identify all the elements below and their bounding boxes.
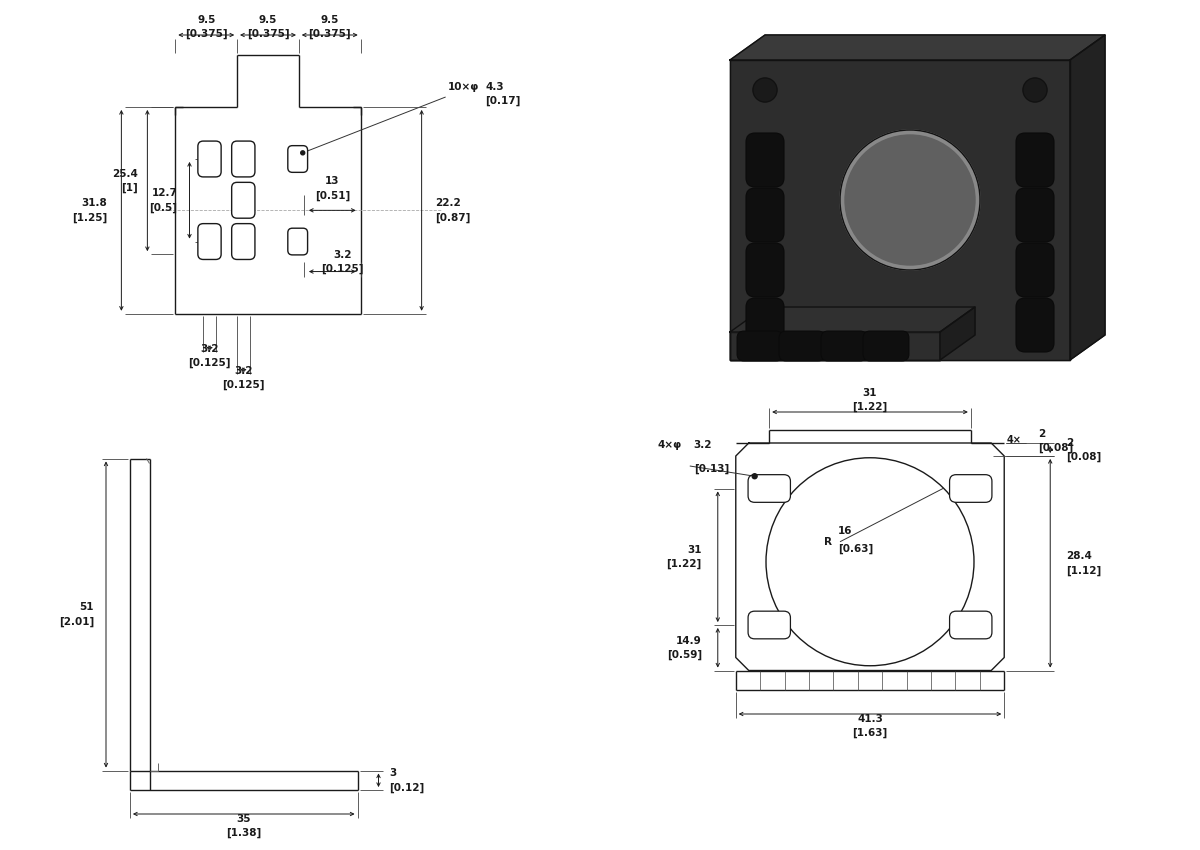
Polygon shape <box>730 307 974 332</box>
Text: 2: 2 <box>1038 429 1045 439</box>
FancyBboxPatch shape <box>198 141 221 177</box>
Text: 41.3: 41.3 <box>857 714 883 724</box>
FancyBboxPatch shape <box>198 224 221 259</box>
Text: 3.2: 3.2 <box>694 440 713 450</box>
Text: [2.01]: [2.01] <box>59 616 94 626</box>
FancyBboxPatch shape <box>1016 243 1054 297</box>
Text: [0.12]: [0.12] <box>390 782 425 792</box>
FancyBboxPatch shape <box>288 228 307 255</box>
Text: [1.22]: [1.22] <box>666 558 702 569</box>
Text: [0.08]: [0.08] <box>1038 443 1074 453</box>
Text: 16: 16 <box>838 526 852 536</box>
Circle shape <box>301 150 305 155</box>
Circle shape <box>752 473 757 479</box>
Text: 4×φ: 4×φ <box>658 440 682 450</box>
FancyBboxPatch shape <box>746 133 784 187</box>
Text: 31: 31 <box>863 388 877 398</box>
Text: [0.125]: [0.125] <box>222 380 264 390</box>
Text: 3.2: 3.2 <box>334 250 352 259</box>
Text: 51: 51 <box>79 603 94 613</box>
FancyBboxPatch shape <box>748 611 791 639</box>
FancyBboxPatch shape <box>288 145 307 173</box>
Circle shape <box>1022 78 1046 102</box>
Circle shape <box>754 78 778 102</box>
Text: 35: 35 <box>236 814 251 824</box>
Text: [1.12]: [1.12] <box>1067 565 1102 575</box>
Text: 4.3: 4.3 <box>486 82 504 92</box>
Text: 9.5: 9.5 <box>259 15 277 25</box>
FancyBboxPatch shape <box>1016 133 1054 187</box>
Text: [0.375]: [0.375] <box>247 29 289 39</box>
Text: [0.125]: [0.125] <box>188 358 230 368</box>
Text: 22.2: 22.2 <box>436 198 461 208</box>
FancyBboxPatch shape <box>779 331 826 361</box>
Circle shape <box>840 130 980 270</box>
Text: [0.375]: [0.375] <box>308 29 352 39</box>
Text: R: R <box>824 536 832 547</box>
Text: 14.9: 14.9 <box>676 636 702 646</box>
Text: [1.22]: [1.22] <box>852 402 888 412</box>
Text: [1]: [1] <box>121 183 138 193</box>
Text: [0.125]: [0.125] <box>322 264 364 274</box>
Text: [0.08]: [0.08] <box>1067 451 1102 462</box>
Polygon shape <box>730 35 1105 60</box>
Circle shape <box>845 135 974 265</box>
Text: [0.87]: [0.87] <box>436 212 470 223</box>
Text: 13: 13 <box>325 176 340 186</box>
Text: 12.7: 12.7 <box>151 189 178 198</box>
Polygon shape <box>730 332 940 360</box>
Polygon shape <box>1070 35 1105 360</box>
Text: 4×: 4× <box>1007 435 1021 445</box>
Polygon shape <box>730 60 1070 360</box>
Text: 9.5: 9.5 <box>320 15 338 25</box>
Text: 2: 2 <box>1067 438 1074 447</box>
Text: [1.25]: [1.25] <box>72 212 107 223</box>
FancyBboxPatch shape <box>232 183 254 218</box>
FancyBboxPatch shape <box>232 224 254 259</box>
Text: 3.2: 3.2 <box>200 343 218 354</box>
FancyBboxPatch shape <box>748 474 791 502</box>
FancyBboxPatch shape <box>746 298 784 352</box>
Text: 9.5: 9.5 <box>197 15 216 25</box>
Text: 25.4: 25.4 <box>113 168 138 178</box>
Text: [0.375]: [0.375] <box>185 29 228 39</box>
Text: 31.8: 31.8 <box>82 198 107 208</box>
Text: [0.63]: [0.63] <box>838 544 874 554</box>
FancyBboxPatch shape <box>863 331 910 361</box>
Text: [0.5]: [0.5] <box>150 202 178 212</box>
Text: 3: 3 <box>390 768 397 779</box>
Text: 28.4: 28.4 <box>1067 552 1092 561</box>
FancyBboxPatch shape <box>746 243 784 297</box>
FancyBboxPatch shape <box>1016 188 1054 242</box>
Text: 10×φ: 10×φ <box>448 82 479 92</box>
Text: [1.63]: [1.63] <box>852 728 888 739</box>
FancyBboxPatch shape <box>232 141 254 177</box>
Polygon shape <box>730 332 940 360</box>
Text: 31: 31 <box>688 545 702 555</box>
Text: 3.2: 3.2 <box>234 366 252 376</box>
Text: [0.13]: [0.13] <box>694 464 730 474</box>
FancyBboxPatch shape <box>1016 298 1054 352</box>
Text: [0.17]: [0.17] <box>486 96 521 106</box>
FancyBboxPatch shape <box>746 188 784 242</box>
FancyBboxPatch shape <box>737 331 784 361</box>
FancyBboxPatch shape <box>949 474 992 502</box>
FancyBboxPatch shape <box>821 331 866 361</box>
Text: [0.59]: [0.59] <box>667 649 702 660</box>
FancyBboxPatch shape <box>949 611 992 639</box>
Text: [1.38]: [1.38] <box>226 828 262 838</box>
Polygon shape <box>940 307 974 360</box>
Text: [0.51]: [0.51] <box>314 190 350 201</box>
